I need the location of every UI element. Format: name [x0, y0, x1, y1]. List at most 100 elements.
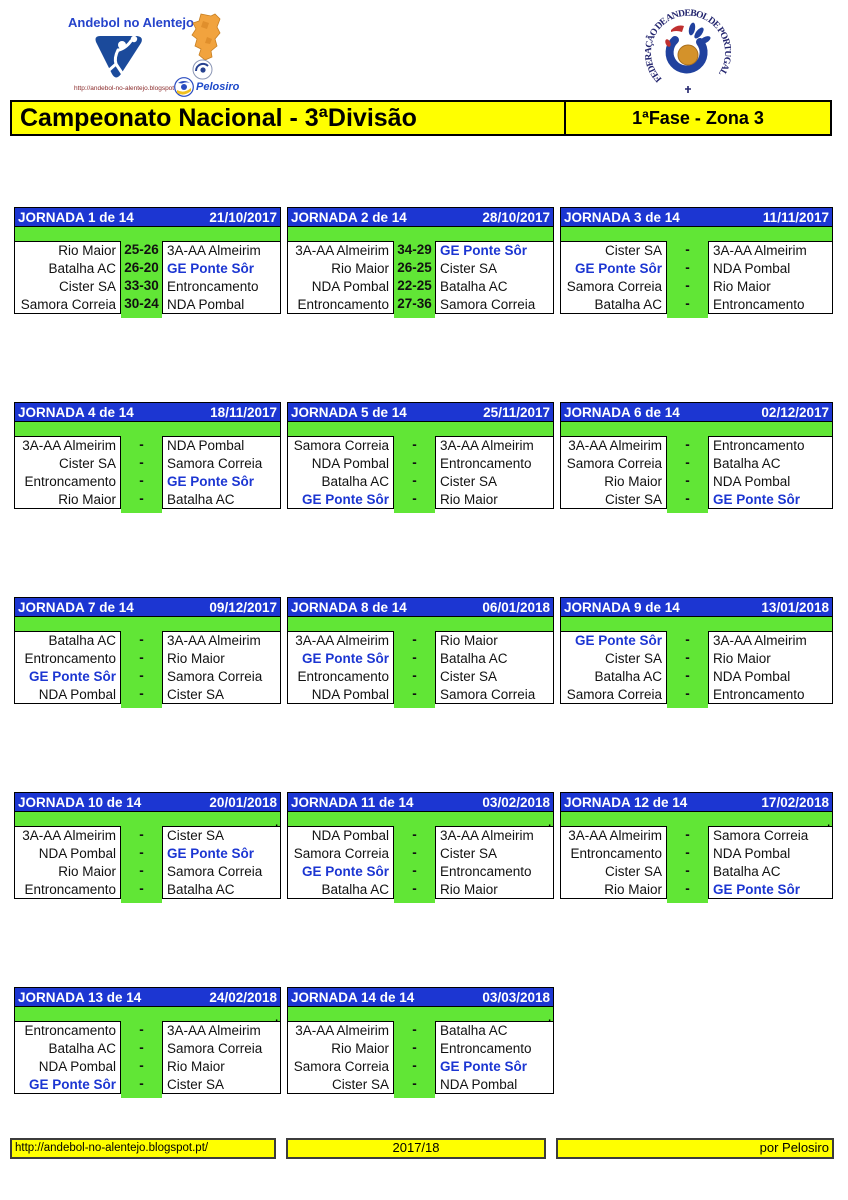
jornada-date: 13/01/2018 [761, 599, 829, 615]
home-team: NDA Pombal [38, 846, 116, 861]
home-team: Cister SA [604, 243, 662, 258]
away-team: Entroncamento [167, 279, 259, 294]
score-column: - - - - [394, 631, 435, 703]
away-team-column: 3A-AA Almeirim Entroncamento Cister SA Rio … [435, 436, 553, 508]
jornada-header: JORNADA 10 de 14 20/01/2018 [15, 793, 280, 812]
away-team: GE Ponte Sôr [167, 846, 255, 861]
home-team: Cister SA [58, 279, 116, 294]
jornada-title: JORNADA 2 de 14 [291, 209, 407, 225]
away-team: Samora Correia [167, 864, 263, 879]
home-team-column: 3A-AA Almeirim Entroncamento Cister SA Rio … [561, 826, 667, 898]
score-column: - - - - [667, 436, 708, 508]
match-score: - [685, 686, 690, 701]
jornada-card: JORNADA 1 de 14 21/10/2017 Rio Maior Bata… [14, 207, 281, 318]
match-score: - [139, 491, 144, 506]
score-column: 25-26 26-20 33-30 30-24 [121, 241, 162, 313]
score-column: - - - - [121, 631, 162, 703]
home-team: NDA Pombal [38, 1059, 116, 1074]
away-team-column: Samora Correia NDA Pombal Batalha AC GE Pon… [708, 826, 832, 898]
jornada-date: 03/03/2018 [482, 989, 550, 1005]
match-score: - [412, 845, 417, 860]
away-team: Batalha AC [167, 882, 235, 897]
jornada-card: JORNADA 6 de 14 02/12/2017 3A-AA Almeiri… [560, 402, 833, 513]
away-team: Cister SA [440, 261, 498, 276]
away-team: Rio Maior [440, 492, 498, 507]
away-team: Cister SA [167, 828, 225, 843]
match-score: - [412, 1022, 417, 1037]
match-score: - [685, 845, 690, 860]
jornada-card: JORNADA 9 de 14 13/01/2018 GE Ponte Sôr C… [560, 597, 833, 708]
jornada-header: JORNADA 14 de 14 03/03/2018 [288, 988, 553, 1007]
match-score: - [412, 686, 417, 701]
match-score: - [685, 827, 690, 842]
home-team: NDA Pombal [311, 456, 389, 471]
match-score: - [412, 650, 417, 665]
away-team: Samora Correia [167, 1041, 263, 1056]
away-team: Samora Correia [440, 297, 536, 312]
match-score: - [412, 1076, 417, 1091]
match-score: - [685, 437, 690, 452]
jornada-title: JORNADA 10 de 14 [18, 794, 142, 810]
score-column: - - - - [667, 826, 708, 898]
match-score: 33-30 [124, 278, 159, 293]
site-url[interactable]: http://andebol-no-alentejo.blogspot.pt/ [74, 85, 184, 92]
away-team: Cister SA [167, 1077, 225, 1092]
home-team: Batalha AC [594, 297, 662, 312]
spacer-dot: . [275, 818, 278, 829]
jornada-matches: 3A-AA Almeirim Entroncamento Cister SA Rio … [561, 826, 832, 898]
jornada-header: JORNADA 2 de 14 28/10/2017 [288, 208, 553, 227]
match-score: - [139, 686, 144, 701]
away-team: Entroncamento [440, 456, 532, 471]
jornada-spacer: . [561, 812, 832, 829]
jornada-spacer [288, 227, 553, 241]
away-team: GE Ponte Sôr [167, 474, 255, 489]
away-team: Rio Maior [167, 651, 225, 666]
match-score: - [412, 491, 417, 506]
jornada-card: JORNADA 8 de 14 06/01/2018 3A-AA Almeiri… [287, 597, 554, 708]
match-score: - [412, 473, 417, 488]
spacer-dot: . [275, 1013, 278, 1024]
match-score: - [685, 650, 690, 665]
home-team: Cister SA [331, 1077, 389, 1092]
federation-logo: FEDERAÇÃO DE ANDEBOL DE PORTUGAL [644, 9, 732, 97]
footer-url[interactable]: http://andebol-no-alentejo.blogspot.pt/ [10, 1138, 276, 1159]
home-team: Batalha AC [594, 669, 662, 684]
away-team-column: 3A-AA Almeirim Cister SA Entroncamento Rio … [435, 826, 553, 898]
jornada-card: JORNADA 7 de 14 09/12/2017 Batalha AC Ent… [14, 597, 281, 708]
match-score: - [139, 1076, 144, 1091]
match-score: - [139, 455, 144, 470]
pelosiro-logo: Pelosiro [174, 77, 239, 97]
home-team: GE Ponte Sôr [28, 1077, 116, 1092]
jornada-title: JORNADA 3 de 14 [564, 209, 680, 225]
score-column: 34-29 26-25 22-25 27-36 [394, 241, 435, 313]
away-team: Rio Maior [167, 1059, 225, 1074]
home-team: Samora Correia [20, 297, 116, 312]
home-team: GE Ponte Sôr [28, 669, 116, 684]
home-team: Entroncamento [297, 297, 389, 312]
home-team-column: Rio Maior Batalha AC Cister SA Samora Corre… [15, 241, 121, 313]
score-column: - - - - [394, 1021, 435, 1093]
jornada-card: JORNADA 14 de 14 03/03/2018 . 3A-AA Alme… [287, 987, 554, 1098]
away-team: 3A-AA Almeirim [713, 633, 807, 648]
jornada-spacer [15, 422, 280, 436]
away-team: Samora Correia [440, 687, 536, 702]
match-score: - [412, 668, 417, 683]
jornada-matches: 3A-AA Almeirim Rio Maior Samora Correia Cis… [288, 1021, 553, 1093]
jornada-title: JORNADA 8 de 14 [291, 599, 407, 615]
match-score: - [139, 668, 144, 683]
jornada-matches: 3A-AA Almeirim Cister SA Entroncamento Rio … [15, 436, 280, 508]
home-team: Samora Correia [293, 438, 389, 453]
away-team: Rio Maior [713, 651, 771, 666]
match-score: - [139, 1040, 144, 1055]
competition-title: Campeonato Nacional - 3ªDivisão [12, 102, 566, 134]
away-team: Entroncamento [713, 297, 805, 312]
match-score: 26-25 [397, 260, 432, 275]
home-team-column: 3A-AA Almeirim NDA Pombal Rio Maior Entronc… [15, 826, 121, 898]
jornada-matches: Batalha AC Entroncamento GE Ponte Sôr NDA P… [15, 631, 280, 703]
match-score: 30-24 [124, 296, 159, 311]
home-team: Entroncamento [570, 846, 662, 861]
jornada-date: 20/01/2018 [209, 794, 277, 810]
home-team: Rio Maior [604, 474, 662, 489]
away-team: Samora Correia [167, 669, 263, 684]
away-team-column: Cister SA GE Ponte Sôr Samora Correia Batal… [162, 826, 280, 898]
